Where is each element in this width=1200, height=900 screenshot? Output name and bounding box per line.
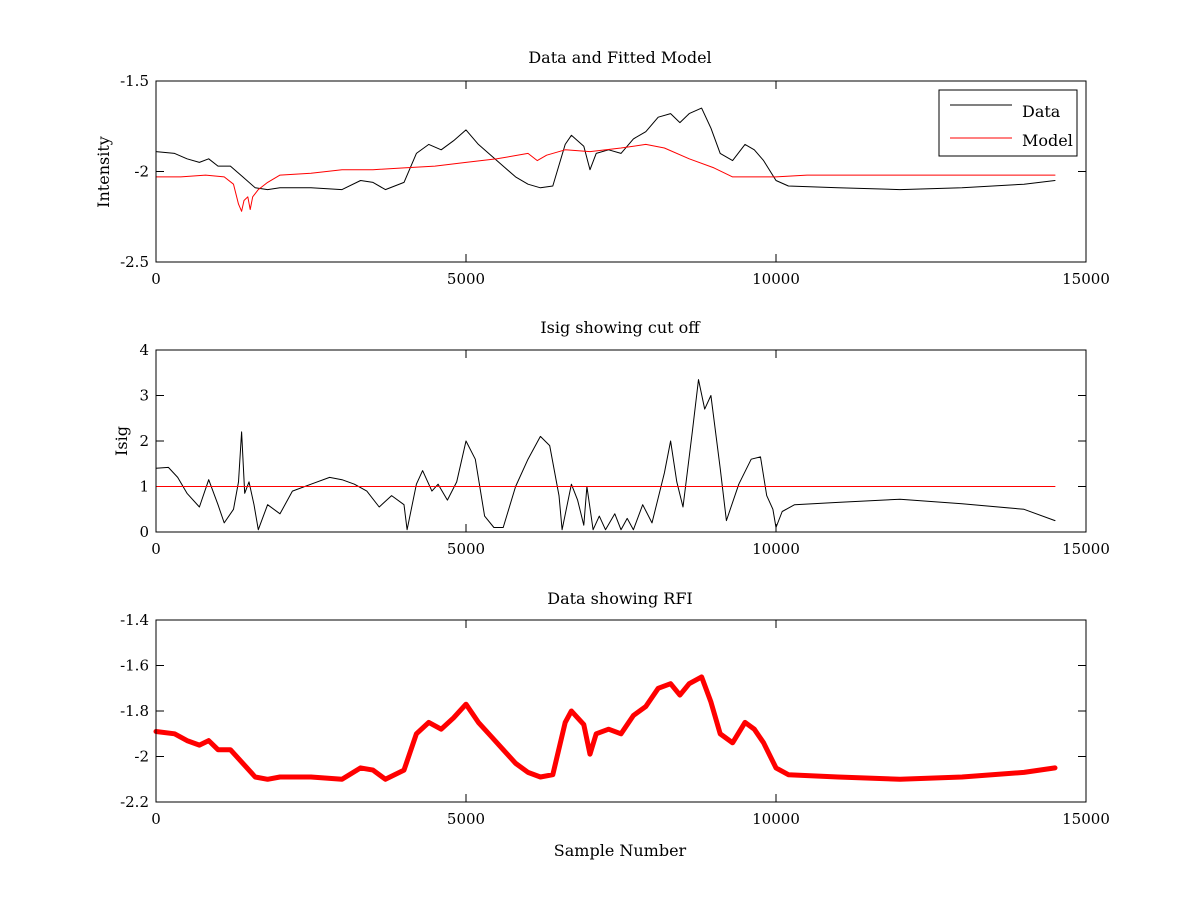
panel-isig-showing-cut-off: Isig showing cut off Isig 0 5000 10000 1500… (112, 318, 1110, 558)
y-tick-label: -1.5 (120, 72, 149, 90)
x-tick-label: 10000 (752, 270, 800, 288)
x-axis-label: Sample Number (554, 841, 687, 860)
panel-title: Data and Fitted Model (528, 48, 711, 67)
axis-ticks: 0 5000 10000 15000 -2.2 -2 -1.8 -1.6 -1.4 (120, 611, 1110, 828)
y-tick-label: -1.8 (120, 702, 149, 720)
panel-title: Data showing RFI (547, 589, 692, 608)
axes-frame (155, 619, 1087, 803)
y-tick-label: -1.4 (120, 611, 149, 629)
x-tick-label: 15000 (1062, 540, 1110, 558)
panel-title: Isig showing cut off (540, 318, 701, 337)
series-model (155, 143, 1056, 212)
x-tick-label: 10000 (752, 540, 800, 558)
panel-data-and-fitted-model: Data and Fitted Model Intensity 0 5000 100… (94, 48, 1110, 288)
y-tick-label: -1.6 (120, 657, 149, 675)
y-tick-label: -2.2 (120, 793, 149, 811)
plot-area (153, 674, 1058, 782)
y-tick-label: 0 (139, 523, 149, 541)
x-tick-label: 15000 (1062, 810, 1110, 828)
axes-frame (155, 80, 1087, 263)
plot-area (155, 107, 1056, 212)
x-tick-label: 5000 (447, 540, 485, 558)
legend: Data Model (938, 89, 1078, 157)
x-tick-label: 0 (151, 540, 161, 558)
x-tick-label: 10000 (752, 810, 800, 828)
y-axis-label: Intensity (94, 136, 113, 208)
y-axis-label: Isig (112, 426, 131, 456)
y-tick-label: -2 (134, 748, 149, 766)
y-tick-label: -2.5 (120, 253, 149, 271)
y-tick-label: 1 (139, 478, 149, 496)
y-tick-label: 2 (139, 432, 149, 450)
axis-ticks: 0 5000 10000 15000 -2.5 -2 -1.5 (120, 72, 1110, 288)
legend-label-data: Data (1022, 102, 1061, 121)
series-line (155, 379, 1056, 531)
series-line (153, 674, 1058, 782)
axis-ticks: 0 5000 10000 15000 0 1 2 3 4 (139, 341, 1109, 558)
axes-frame (155, 349, 1087, 533)
legend-label-model: Model (1022, 131, 1073, 150)
x-tick-label: 5000 (447, 270, 485, 288)
x-tick-label: 15000 (1062, 270, 1110, 288)
y-tick-label: 4 (139, 341, 149, 359)
x-tick-label: 0 (151, 810, 161, 828)
y-tick-label: 3 (139, 387, 149, 405)
x-tick-label: 0 (151, 270, 161, 288)
legend-box (938, 89, 1078, 157)
plot-area (155, 379, 1056, 531)
x-tick-label: 5000 (447, 810, 485, 828)
panel-data-showing-rfi: Data showing RFI Sample Number 0 5000 1000… (120, 589, 1110, 860)
series-data (155, 107, 1056, 191)
y-tick-label: -2 (134, 163, 149, 181)
